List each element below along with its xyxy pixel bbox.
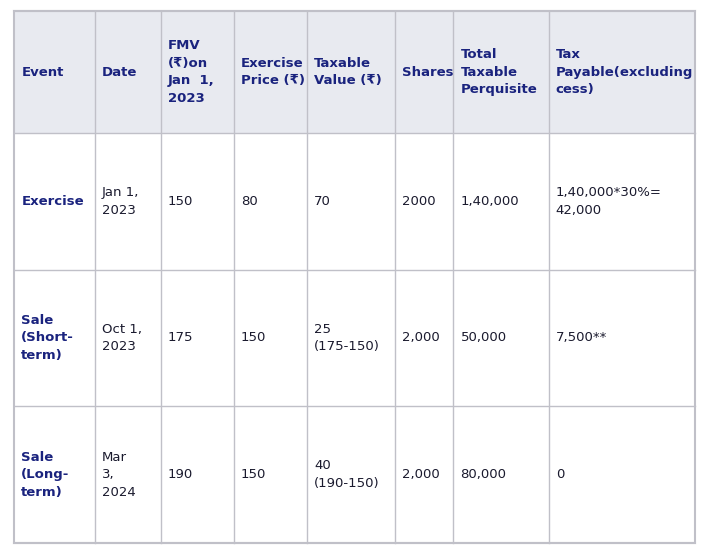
Text: Sale
(Short-
term): Sale (Short- term) bbox=[21, 314, 74, 362]
Text: Exercise
Price (₹): Exercise Price (₹) bbox=[241, 57, 305, 88]
Bar bbox=[14, 11, 695, 133]
Text: FMV
(₹)on
Jan  1,
2023: FMV (₹)on Jan 1, 2023 bbox=[167, 39, 215, 105]
Bar bbox=[14, 270, 695, 406]
Text: 175: 175 bbox=[167, 331, 193, 345]
Text: 0: 0 bbox=[556, 468, 564, 481]
Text: Exercise: Exercise bbox=[21, 195, 84, 208]
Text: Shares: Shares bbox=[402, 65, 453, 79]
Text: 7,500**: 7,500** bbox=[556, 331, 607, 345]
Text: 40
(190-150): 40 (190-150) bbox=[314, 459, 380, 490]
Text: Mar
3,
2024: Mar 3, 2024 bbox=[102, 450, 136, 499]
Text: 50,000: 50,000 bbox=[460, 331, 507, 345]
Text: 2,000: 2,000 bbox=[402, 331, 440, 345]
Text: 70: 70 bbox=[314, 195, 331, 208]
Text: 190: 190 bbox=[167, 468, 193, 481]
Text: Tax
Payable(excluding
cess): Tax Payable(excluding cess) bbox=[556, 48, 693, 96]
Text: Jan 1,
2023: Jan 1, 2023 bbox=[102, 186, 139, 217]
Text: 2000: 2000 bbox=[402, 195, 436, 208]
Text: Oct 1,
2023: Oct 1, 2023 bbox=[102, 322, 142, 353]
Bar bbox=[14, 133, 695, 270]
Text: Sale
(Long-
term): Sale (Long- term) bbox=[21, 450, 70, 499]
Text: 2,000: 2,000 bbox=[402, 468, 440, 481]
Text: Event: Event bbox=[21, 65, 64, 79]
Text: Date: Date bbox=[102, 65, 137, 79]
Text: Taxable
Value (₹): Taxable Value (₹) bbox=[314, 57, 382, 88]
Text: 25
(175-150): 25 (175-150) bbox=[314, 322, 380, 353]
Text: 150: 150 bbox=[241, 468, 266, 481]
Text: 150: 150 bbox=[167, 195, 193, 208]
Text: 1,40,000*30%=
42,000: 1,40,000*30%= 42,000 bbox=[556, 186, 662, 217]
Bar bbox=[14, 406, 695, 543]
Text: Total
Taxable
Perquisite: Total Taxable Perquisite bbox=[460, 48, 537, 96]
Text: 150: 150 bbox=[241, 331, 266, 345]
Text: 80: 80 bbox=[241, 195, 257, 208]
Text: 80,000: 80,000 bbox=[460, 468, 507, 481]
Text: 1,40,000: 1,40,000 bbox=[460, 195, 519, 208]
